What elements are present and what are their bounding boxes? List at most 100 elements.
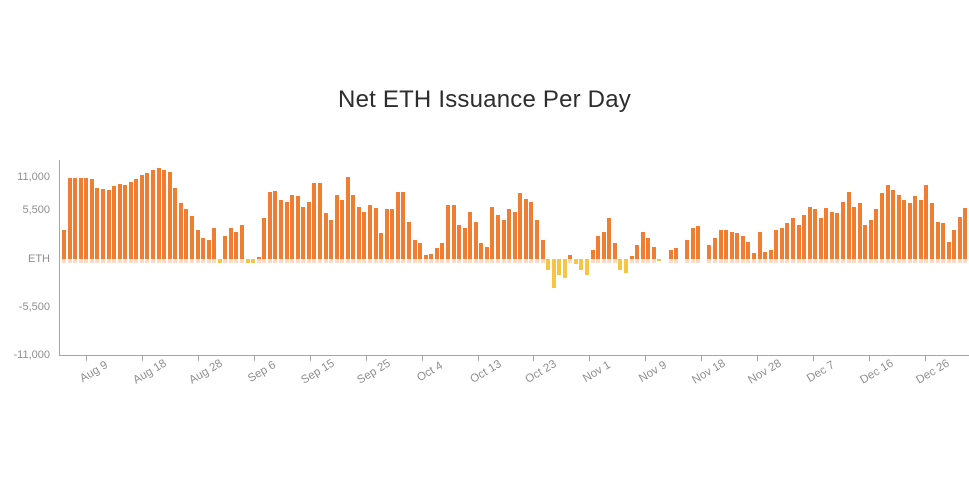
bar: [139, 175, 144, 259]
bar: [484, 247, 489, 259]
bar: [334, 195, 339, 259]
y-axis-label: 5,500: [22, 204, 50, 216]
bar-baseline-tail: [457, 259, 462, 263]
bar: [635, 244, 640, 259]
bar-baseline-tail: [512, 259, 517, 263]
bar-baseline-tail: [462, 259, 467, 263]
bar: [267, 191, 272, 259]
bar: [295, 196, 300, 259]
bar-baseline-tail: [468, 259, 473, 263]
bar-baseline-tail: [228, 259, 233, 263]
x-axis-tick-mark: [589, 356, 591, 361]
bar: [401, 191, 406, 259]
bar: [100, 188, 105, 259]
y-axis-label: -11,000: [13, 349, 51, 361]
bar: [329, 220, 334, 259]
bar-baseline-tail: [100, 259, 105, 263]
bar: [429, 254, 434, 259]
bar-baseline-tail: [685, 259, 690, 263]
bar: [585, 259, 590, 275]
bar: [206, 240, 211, 259]
y-axis-label: -5,500: [18, 301, 50, 313]
y-axis-line: [59, 160, 60, 356]
bar: [674, 247, 679, 259]
bar: [946, 241, 951, 259]
bar-baseline-tail: [635, 259, 640, 263]
bar-baseline-tail: [234, 259, 239, 263]
bar: [796, 225, 801, 259]
bar-baseline-tail: [852, 259, 857, 263]
bar: [423, 255, 428, 259]
bar-baseline-tail: [67, 259, 72, 263]
bar-baseline-tail: [829, 259, 834, 263]
bar-baseline-tail: [240, 259, 245, 263]
bar-baseline-tail: [189, 259, 194, 263]
bar-baseline-tail: [390, 259, 395, 263]
bar: [151, 169, 156, 259]
bar: [902, 199, 907, 259]
bar-baseline-tail: [134, 259, 139, 263]
bar: [751, 253, 756, 259]
bar-baseline-tail: [879, 259, 884, 263]
bar-baseline-tail: [757, 259, 762, 263]
bar-baseline-tail: [451, 259, 456, 263]
bar: [245, 259, 250, 263]
bar-baseline-tail: [284, 259, 289, 263]
bar-baseline-tail: [78, 259, 83, 263]
bar-baseline-tail: [924, 259, 929, 263]
bar: [529, 201, 534, 259]
bar: [573, 259, 578, 265]
bar: [312, 183, 317, 259]
bar-baseline-tail: [746, 259, 751, 263]
bar: [540, 240, 545, 259]
bar: [885, 184, 890, 259]
bar-baseline-tail: [640, 259, 645, 263]
bar-baseline-tail: [529, 259, 534, 263]
bar-baseline-tail: [89, 259, 94, 263]
bar-baseline-tail: [295, 259, 300, 263]
bar-baseline-tail: [729, 259, 734, 263]
bar: [189, 216, 194, 259]
bar: [518, 193, 523, 259]
bar-baseline-tail: [139, 259, 144, 263]
bar-baseline-tail: [857, 259, 862, 263]
bar: [596, 236, 601, 259]
bar-baseline-tail: [356, 259, 361, 263]
bar: [123, 184, 128, 259]
bar-baseline-tail: [501, 259, 506, 263]
bar-baseline-tail: [596, 259, 601, 263]
bar-baseline-tail: [123, 259, 128, 263]
bar-baseline-tail: [957, 259, 962, 263]
bar: [262, 218, 267, 259]
bar-baseline-tail: [167, 259, 172, 263]
bar: [941, 222, 946, 259]
bar-baseline-tail: [874, 259, 879, 263]
bar-baseline-tail: [290, 259, 295, 263]
bar-baseline-tail: [790, 259, 795, 263]
bar: [913, 196, 918, 259]
bar-baseline-tail: [952, 259, 957, 263]
bar: [201, 238, 206, 259]
bar: [551, 259, 556, 289]
bar: [373, 208, 378, 259]
bar: [301, 206, 306, 259]
bar-baseline-tail: [846, 259, 851, 263]
bar: [167, 172, 172, 259]
y-axis-label: ETH: [28, 253, 50, 265]
bar-baseline-tail: [395, 259, 400, 263]
bar: [457, 225, 462, 259]
bar-baseline-tail: [807, 259, 812, 263]
x-axis-line: [59, 355, 969, 356]
x-axis-tick-mark: [477, 356, 479, 361]
bar-baseline-tail: [173, 259, 178, 263]
bar: [212, 228, 217, 259]
bar: [807, 206, 812, 259]
bar-baseline-tail: [323, 259, 328, 263]
bar-baseline-tail: [824, 259, 829, 263]
bar-baseline-tail: [651, 259, 656, 263]
bar-baseline-tail: [763, 259, 768, 263]
bar: [379, 233, 384, 259]
bar-baseline-tail: [891, 259, 896, 263]
bar: [713, 238, 718, 259]
